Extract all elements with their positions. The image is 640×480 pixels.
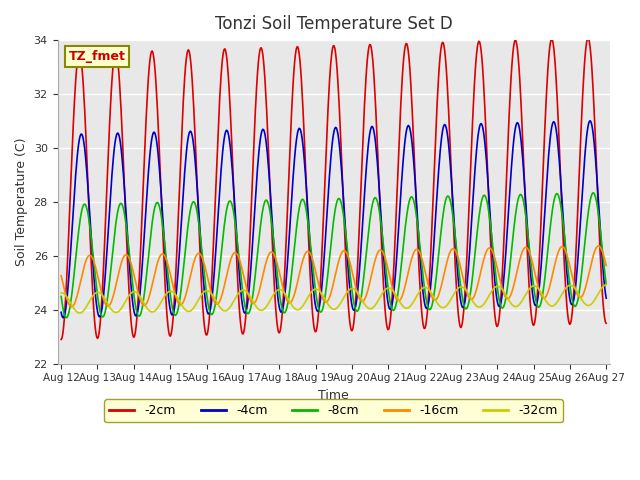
-32cm: [179, 304, 187, 310]
-4cm: [124, 239, 132, 245]
-16cm: [417, 252, 424, 257]
-32cm: [58, 290, 65, 296]
-32cm: [76, 310, 83, 316]
-4cm: [602, 295, 610, 301]
-8cm: [179, 268, 187, 274]
-2cm: [58, 336, 65, 342]
Y-axis label: Soil Temperature (C): Soil Temperature (C): [15, 138, 28, 266]
-2cm: [207, 287, 215, 292]
-8cm: [63, 315, 70, 321]
-8cm: [417, 249, 424, 254]
-2cm: [602, 320, 610, 326]
-4cm: [68, 231, 76, 237]
Line: -8cm: -8cm: [61, 193, 606, 318]
-32cm: [124, 294, 132, 300]
-16cm: [68, 304, 76, 310]
Line: -32cm: -32cm: [61, 285, 606, 313]
-4cm: [60, 315, 67, 321]
-16cm: [401, 286, 408, 291]
-2cm: [124, 249, 131, 254]
-32cm: [602, 282, 610, 288]
-16cm: [595, 243, 602, 249]
-8cm: [602, 281, 610, 287]
-2cm: [416, 279, 424, 285]
-4cm: [417, 260, 424, 265]
-4cm: [179, 190, 187, 196]
-4cm: [208, 295, 216, 300]
-8cm: [124, 237, 132, 243]
-2cm: [584, 35, 592, 41]
Line: -2cm: -2cm: [61, 38, 606, 339]
-8cm: [58, 294, 65, 300]
-8cm: [401, 231, 408, 237]
X-axis label: Time: Time: [318, 389, 349, 402]
-16cm: [124, 253, 132, 259]
-4cm: [58, 310, 65, 315]
-32cm: [67, 301, 75, 307]
Line: -16cm: -16cm: [61, 246, 606, 307]
-16cm: [208, 293, 216, 299]
Line: -4cm: -4cm: [61, 121, 606, 318]
-4cm: [586, 118, 594, 124]
-8cm: [68, 292, 76, 298]
Legend: -2cm, -4cm, -8cm, -16cm, -32cm: -2cm, -4cm, -8cm, -16cm, -32cm: [104, 399, 563, 422]
-2cm: [400, 54, 408, 60]
-16cm: [602, 263, 610, 268]
Title: Tonzi Soil Temperature Set D: Tonzi Soil Temperature Set D: [215, 15, 452, 33]
-8cm: [589, 190, 597, 196]
-2cm: [67, 174, 75, 180]
-16cm: [58, 273, 65, 278]
-16cm: [179, 300, 187, 305]
-8cm: [208, 312, 216, 317]
-32cm: [401, 305, 408, 311]
-32cm: [417, 288, 424, 293]
-2cm: [179, 115, 186, 121]
-32cm: [208, 291, 216, 297]
-4cm: [401, 142, 408, 148]
-16cm: [67, 304, 75, 310]
Text: TZ_fmet: TZ_fmet: [68, 50, 125, 63]
